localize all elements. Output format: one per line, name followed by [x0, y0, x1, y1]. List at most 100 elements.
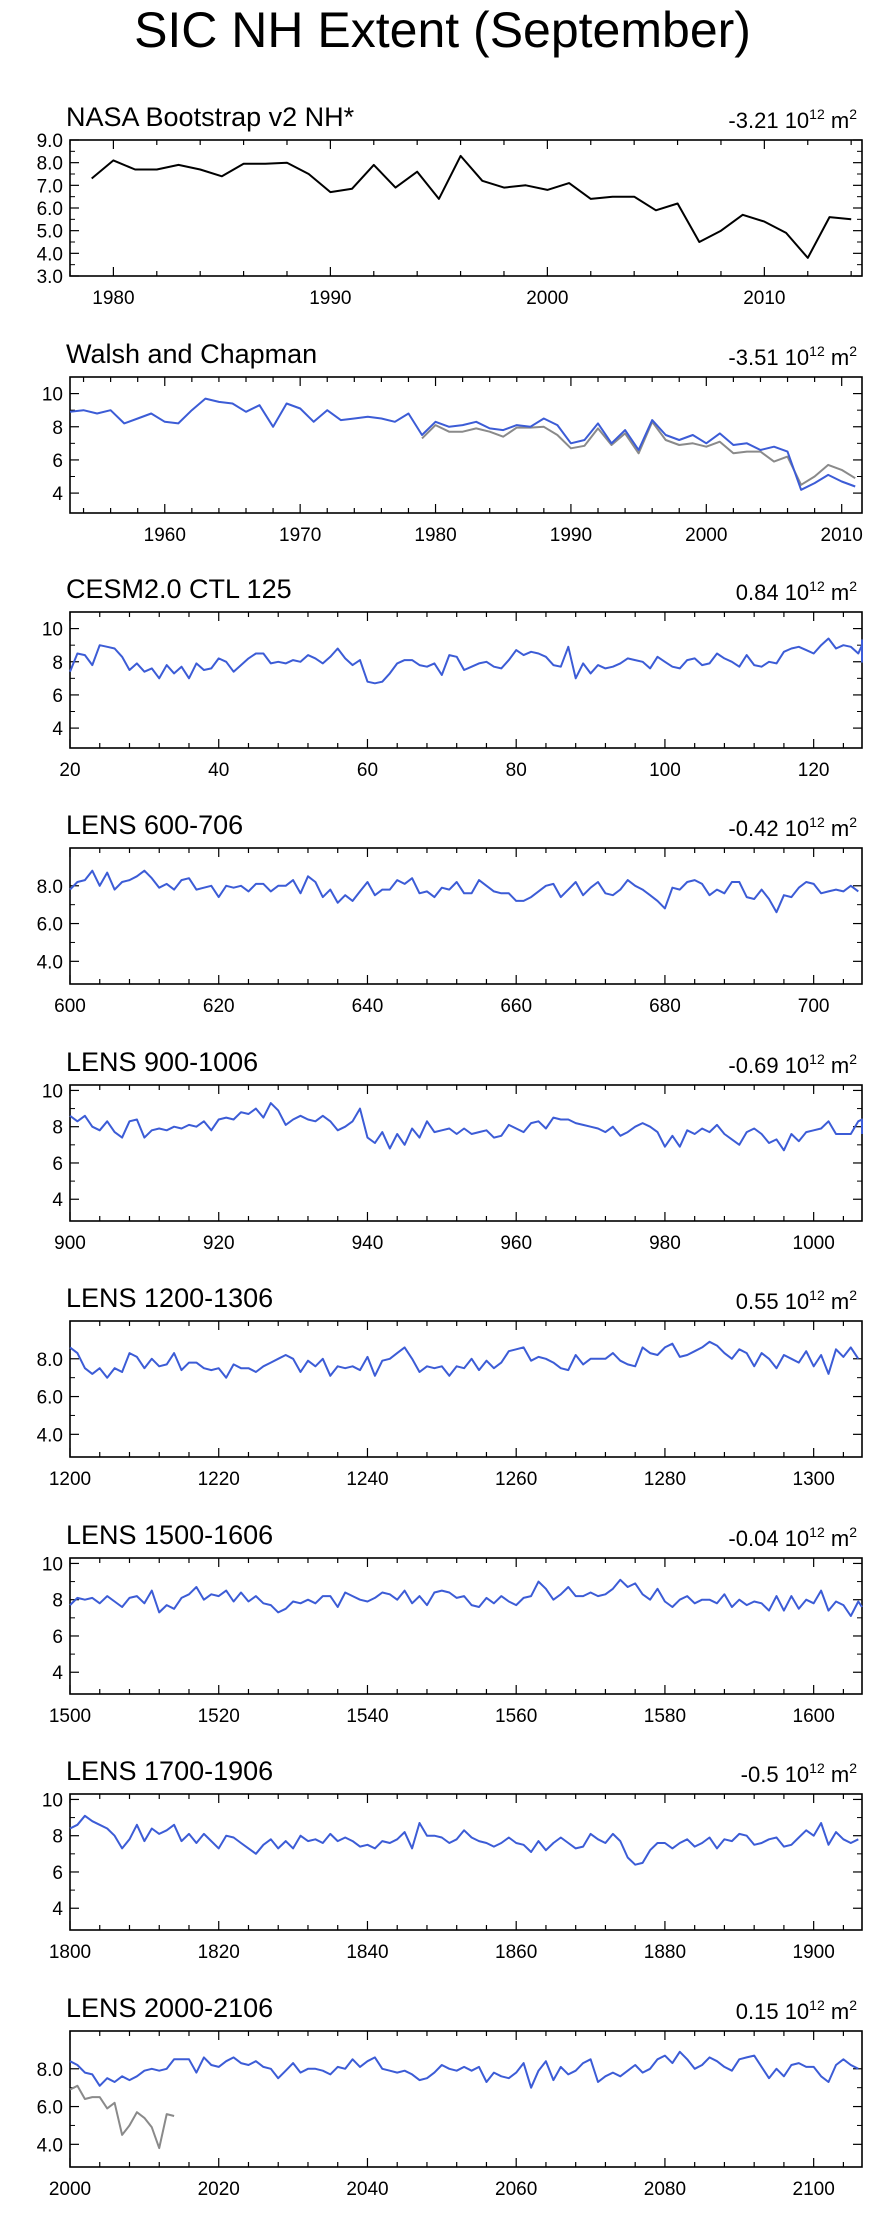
x-tick-label: 2000: [526, 288, 568, 309]
trend-unit: 10: [785, 1053, 809, 1078]
y-tick-label: 4.0: [37, 1425, 63, 1446]
series-line-lens-600-706: [69, 869, 859, 914]
trend-unit-m: m: [825, 1526, 849, 1551]
x-tick-label: 1800: [49, 1942, 91, 1963]
chart-panel-1: NASA Bootstrap v2 NH* -3.21 1012 m2 1980 19…: [37, 102, 863, 309]
trend-exponent-2: 2: [849, 1287, 857, 1303]
panel-title: LENS 1500-1606: [66, 1520, 273, 1550]
y-tick-label: 10: [42, 620, 63, 641]
x-tick-label: 2010: [743, 288, 785, 309]
trend-label: -3.21 1012 m2: [728, 106, 857, 133]
x-tick-label: 1990: [550, 525, 592, 546]
x-tick-label: 60: [357, 760, 378, 781]
trend-label: 0.55 1012 m2: [736, 1287, 857, 1314]
trend-unit-m: m: [825, 1289, 849, 1314]
y-tick-label: 4: [52, 719, 63, 740]
y-tick-label: 7.0: [37, 176, 63, 197]
trend-label: -3.51 1012 m2: [728, 343, 857, 370]
panel-title: LENS 600-706: [66, 810, 243, 840]
x-tick-label: 1240: [346, 1469, 388, 1490]
y-tick-label: 8: [52, 1118, 63, 1139]
plot-frame: [69, 2030, 863, 2168]
y-tick-label: 4: [52, 1663, 63, 1684]
x-tick-label: 920: [203, 1233, 235, 1254]
trend-exponent: 12: [809, 578, 825, 594]
y-tick-label: 4.0: [37, 244, 63, 265]
y-tick-label: 10: [42, 1081, 63, 1102]
trend-exponent-2: 2: [849, 1524, 857, 1540]
y-tick-label: 8: [52, 653, 63, 674]
x-tick-label: 1600: [793, 1706, 835, 1727]
x-tick-label: 2000: [49, 2179, 91, 2200]
x-tick-label: 40: [208, 760, 229, 781]
y-tick-label: 10: [42, 1790, 63, 1811]
trend-unit: 10: [785, 816, 809, 841]
y-tick-label: 5.0: [37, 222, 63, 243]
trend-unit: 10: [785, 1999, 809, 2024]
y-tick-label: 6.0: [37, 1388, 63, 1409]
trend-value: -0.69: [728, 1053, 784, 1078]
y-tick-label: 4: [52, 484, 63, 505]
x-tick-label: 1220: [198, 1469, 240, 1490]
y-tick-label: 8.0: [37, 1350, 63, 1371]
x-tick-label: 2010: [821, 525, 863, 546]
trend-exponent: 12: [809, 343, 825, 359]
x-tick-label: 1860: [495, 1942, 537, 1963]
y-tick-label: 6.0: [37, 2098, 63, 2119]
y-tick-label: 4.0: [37, 952, 63, 973]
chart-panel-9: LENS 2000-2106 0.15 1012 m2 2000 2020 2040 20…: [37, 1993, 863, 2200]
series-line-nasa-overlay: [421, 420, 856, 486]
y-tick-label: 6: [52, 451, 63, 472]
y-tick-label: 10: [42, 385, 63, 406]
x-tick-label: 1560: [495, 1706, 537, 1727]
x-tick-label: 80: [506, 760, 527, 781]
x-tick-label: 1820: [198, 1942, 240, 1963]
x-tick-label: 1900: [793, 1942, 835, 1963]
plot-frame: [69, 1320, 863, 1458]
trend-unit: 10: [785, 345, 809, 370]
panel-title: NASA Bootstrap v2 NH*: [66, 102, 355, 132]
x-tick-label: 2060: [495, 2179, 537, 2200]
trend-exponent-2: 2: [849, 106, 857, 122]
trend-value: 0.15: [736, 1999, 785, 2024]
x-tick-label: 620: [203, 996, 235, 1017]
trend-label: 0.15 1012 m2: [736, 1997, 857, 2024]
x-tick-label: 2040: [346, 2179, 388, 2200]
figure-title: SIC NH Extent (September): [134, 2, 751, 58]
x-tick-label: 900: [54, 1233, 86, 1254]
y-tick-label: 6: [52, 1627, 63, 1648]
x-tick-label: 120: [798, 760, 830, 781]
trend-label: -0.42 1012 m2: [728, 814, 857, 841]
plot-frame: [69, 847, 863, 985]
series-line-lens-1500-1606: [69, 1578, 863, 1617]
y-tick-label: 6: [52, 1863, 63, 1884]
x-tick-label: 2020: [198, 2179, 240, 2200]
trend-unit-m: m: [825, 345, 849, 370]
trend-value: -0.42: [728, 816, 784, 841]
x-tick-label: 2100: [793, 2179, 835, 2200]
x-tick-label: 1580: [644, 1706, 686, 1727]
trend-unit-m: m: [825, 1999, 849, 2024]
x-tick-label: 1500: [49, 1706, 91, 1727]
y-tick-label: 8: [52, 1591, 63, 1612]
y-tick-label: 3.0: [37, 267, 63, 288]
panel-title: Walsh and Chapman: [66, 339, 317, 369]
panel-title: LENS 2000-2106: [66, 1993, 273, 2023]
x-tick-label: 1540: [346, 1706, 388, 1727]
x-tick-label: 100: [649, 760, 681, 781]
panel-title: LENS 900-1006: [66, 1047, 258, 1077]
x-tick-label: 960: [500, 1233, 532, 1254]
y-tick-label: 8.0: [37, 2060, 63, 2081]
trend-unit-m: m: [825, 1053, 849, 1078]
trend-exponent: 12: [809, 1997, 825, 2013]
plot-frame: [69, 1793, 863, 1931]
series-line-lens-1200-1306: [69, 1340, 860, 1379]
x-tick-label: 1300: [793, 1469, 835, 1490]
trend-label: -0.04 1012 m2: [728, 1524, 857, 1551]
trend-value: 0.55: [736, 1289, 785, 1314]
x-tick-label: 20: [59, 760, 80, 781]
x-tick-label: 1840: [346, 1942, 388, 1963]
trend-unit-m: m: [825, 580, 849, 605]
